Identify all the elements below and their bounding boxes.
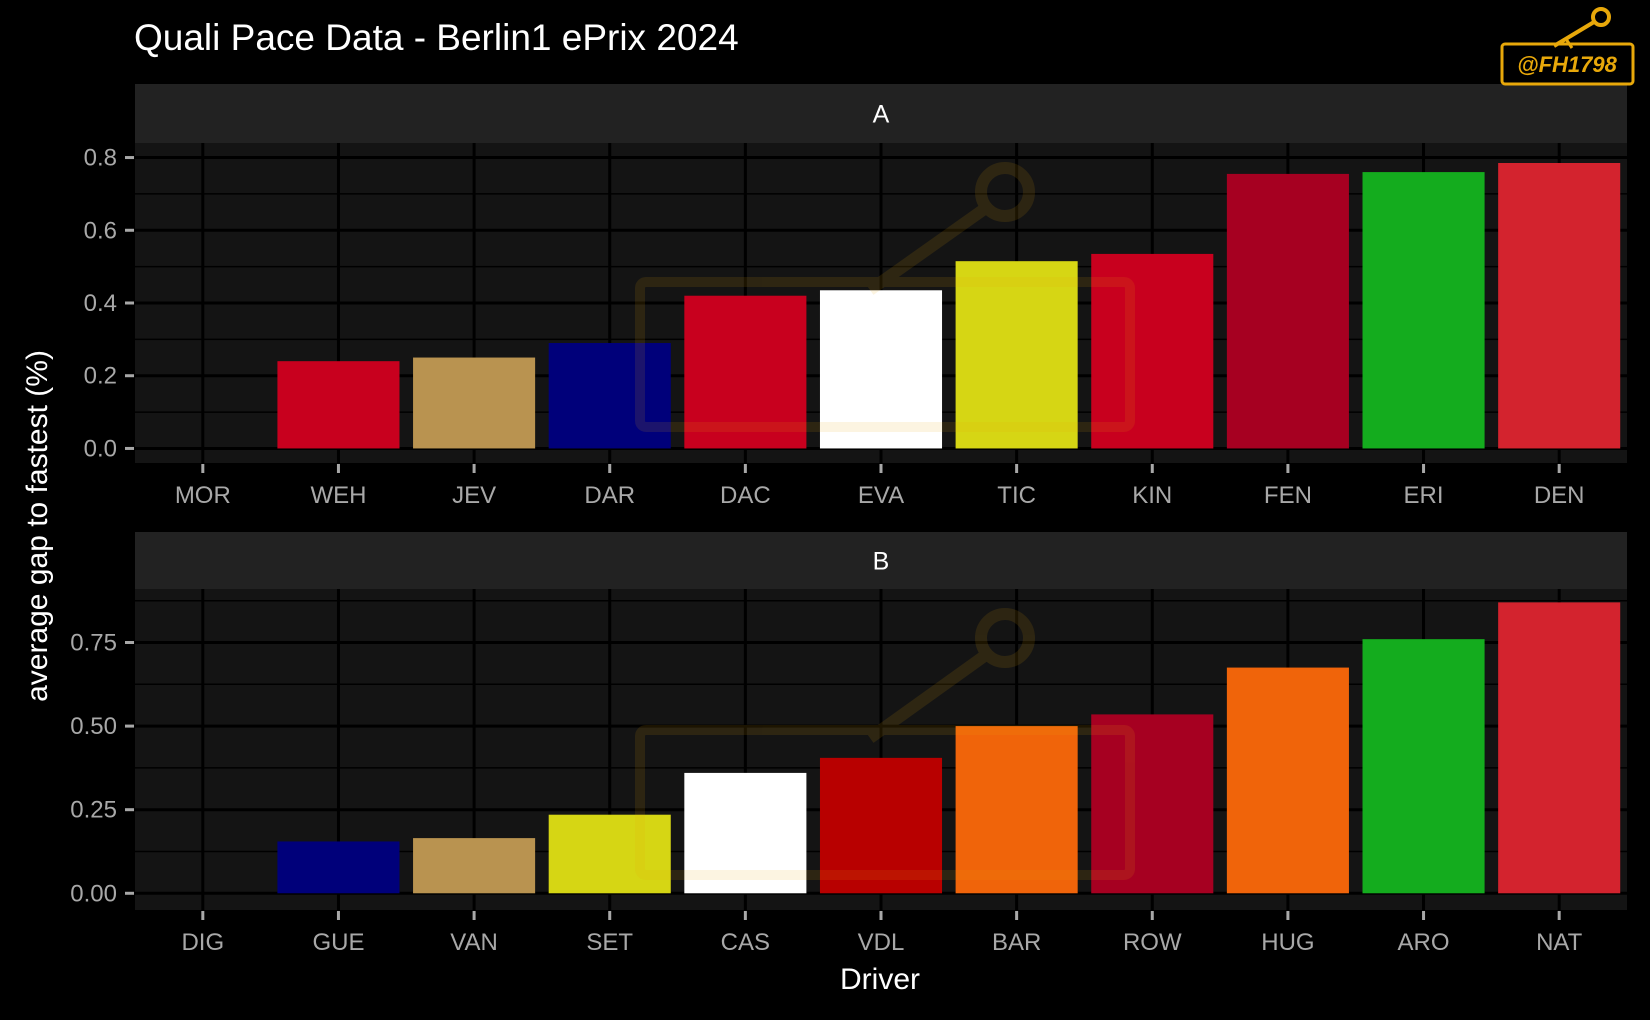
key-icon bbox=[1552, 7, 1611, 49]
bar-cas bbox=[684, 772, 807, 894]
bar-jev bbox=[413, 357, 536, 449]
y-tick-label: 0.00 bbox=[70, 880, 117, 907]
facet-panel-a: A 0.0 0.2 0.4 0.6 0.8 MOR WEH JEV DAR DAC EVA TIC KIN… bbox=[84, 84, 1627, 509]
y-tick-label: 0.6 bbox=[84, 217, 117, 244]
bar-gue bbox=[277, 841, 400, 894]
x-tick-label: GUE bbox=[312, 929, 364, 956]
x-tick-label: BAR bbox=[992, 929, 1041, 956]
bar-row bbox=[1091, 714, 1214, 894]
watermark-logo: @FH1798 bbox=[1500, 7, 1635, 86]
bar-eva bbox=[819, 290, 943, 449]
y-tick-label: 0.8 bbox=[84, 145, 117, 172]
facet-panels: A 0.0 0.2 0.4 0.6 0.8 MOR WEH JEV DAR DAC EVA TIC KIN… bbox=[70, 84, 1627, 956]
bar-weh bbox=[277, 361, 400, 449]
bar-fen bbox=[1226, 173, 1349, 449]
x-tick-label: DAR bbox=[584, 482, 635, 509]
bar-vdl bbox=[819, 757, 943, 894]
x-tick-label: JEV bbox=[452, 482, 496, 509]
x-tick-label: VDL bbox=[858, 929, 905, 956]
bar-eri bbox=[1362, 172, 1485, 449]
background-watermark bbox=[635, 162, 1135, 880]
x-tick-label: DAC bbox=[720, 482, 771, 509]
y-tick-label: 0.25 bbox=[70, 797, 117, 824]
watermark-text: @FH1798 bbox=[1517, 52, 1617, 77]
y-tick-label: 0.0 bbox=[84, 435, 117, 462]
x-tick-label: VAN bbox=[450, 929, 498, 956]
bar-aro bbox=[1362, 639, 1485, 894]
x-tick-label: CAS bbox=[721, 929, 770, 956]
x-tick-label: FEN bbox=[1264, 482, 1312, 509]
x-tick-label: SET bbox=[586, 929, 633, 956]
x-tick-label: ERI bbox=[1404, 482, 1444, 509]
x-tick-label: DEN bbox=[1534, 482, 1585, 509]
y-tick-label: 0.2 bbox=[84, 363, 117, 390]
x-tick-label: NAT bbox=[1536, 929, 1583, 956]
bar-dac bbox=[684, 295, 807, 449]
facet-strip-label: A bbox=[873, 101, 890, 129]
y-axis-title: average gap to fastest (%) bbox=[21, 350, 54, 702]
bar-den bbox=[1498, 163, 1621, 449]
x-tick-label: MOR bbox=[175, 482, 231, 509]
bar-nat bbox=[1498, 602, 1621, 894]
facet-panel-b: B 0.00 0.25 0.50 0.75 DIG GUE VAN SET CAS VDL BAR RO… bbox=[70, 532, 1627, 956]
x-tick-label: DIG bbox=[181, 929, 224, 956]
x-tick-label: HUG bbox=[1261, 929, 1314, 956]
bar-hug bbox=[1226, 667, 1349, 894]
x-tick-label: ROW bbox=[1123, 929, 1182, 956]
bar-set bbox=[548, 814, 671, 894]
y-tick-label: 0.75 bbox=[70, 630, 117, 657]
facet-strip bbox=[135, 84, 1627, 143]
x-tick-label: ARO bbox=[1398, 929, 1450, 956]
x-tick-label: EVA bbox=[858, 482, 904, 509]
bar-van bbox=[413, 838, 536, 894]
x-tick-label: TIC bbox=[997, 482, 1036, 509]
chart-title: Quali Pace Data - Berlin1 ePrix 2024 bbox=[134, 17, 739, 58]
facet-strip bbox=[135, 532, 1627, 589]
bar-tic bbox=[955, 261, 1078, 449]
bar-bar bbox=[955, 726, 1078, 894]
bar-dar bbox=[548, 343, 671, 449]
bar-kin bbox=[1091, 253, 1214, 449]
y-tick-label: 0.50 bbox=[70, 713, 117, 740]
x-tick-label: WEH bbox=[310, 482, 366, 509]
x-axis-title: Driver bbox=[840, 963, 920, 996]
facet-strip-label: B bbox=[873, 548, 890, 576]
x-tick-label: KIN bbox=[1132, 482, 1172, 509]
y-tick-label: 0.4 bbox=[84, 290, 117, 317]
